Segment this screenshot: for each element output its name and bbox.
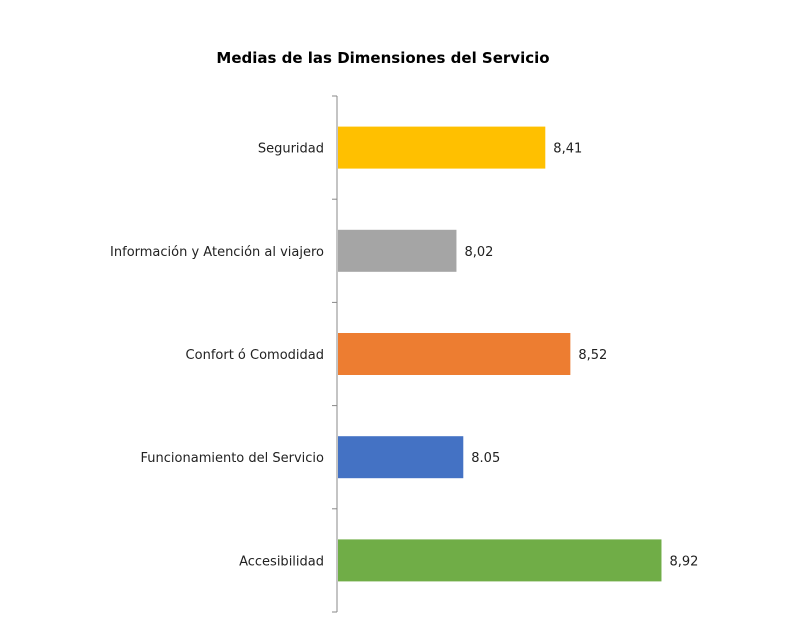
- bar: [338, 539, 662, 582]
- bar: [338, 229, 457, 272]
- category-label: Seguridad: [258, 142, 324, 157]
- chart-title: Medias de las Dimensiones del Servicio: [216, 49, 549, 67]
- category-label: Accesibilidad: [239, 554, 324, 569]
- data-label: 8,02: [464, 245, 493, 260]
- data-label: 8,41: [553, 142, 582, 157]
- data-label: 8,92: [669, 554, 698, 569]
- bar: [338, 126, 546, 169]
- data-label: 8,52: [578, 348, 607, 363]
- category-label: Funcionamiento del Servicio: [141, 451, 325, 466]
- bar: [338, 333, 571, 375]
- bar: [338, 436, 464, 479]
- category-label: Confort ó Comodidad: [186, 348, 324, 363]
- category-label: Información y Atención al viajero: [110, 245, 324, 260]
- data-label: 8.05: [471, 451, 500, 466]
